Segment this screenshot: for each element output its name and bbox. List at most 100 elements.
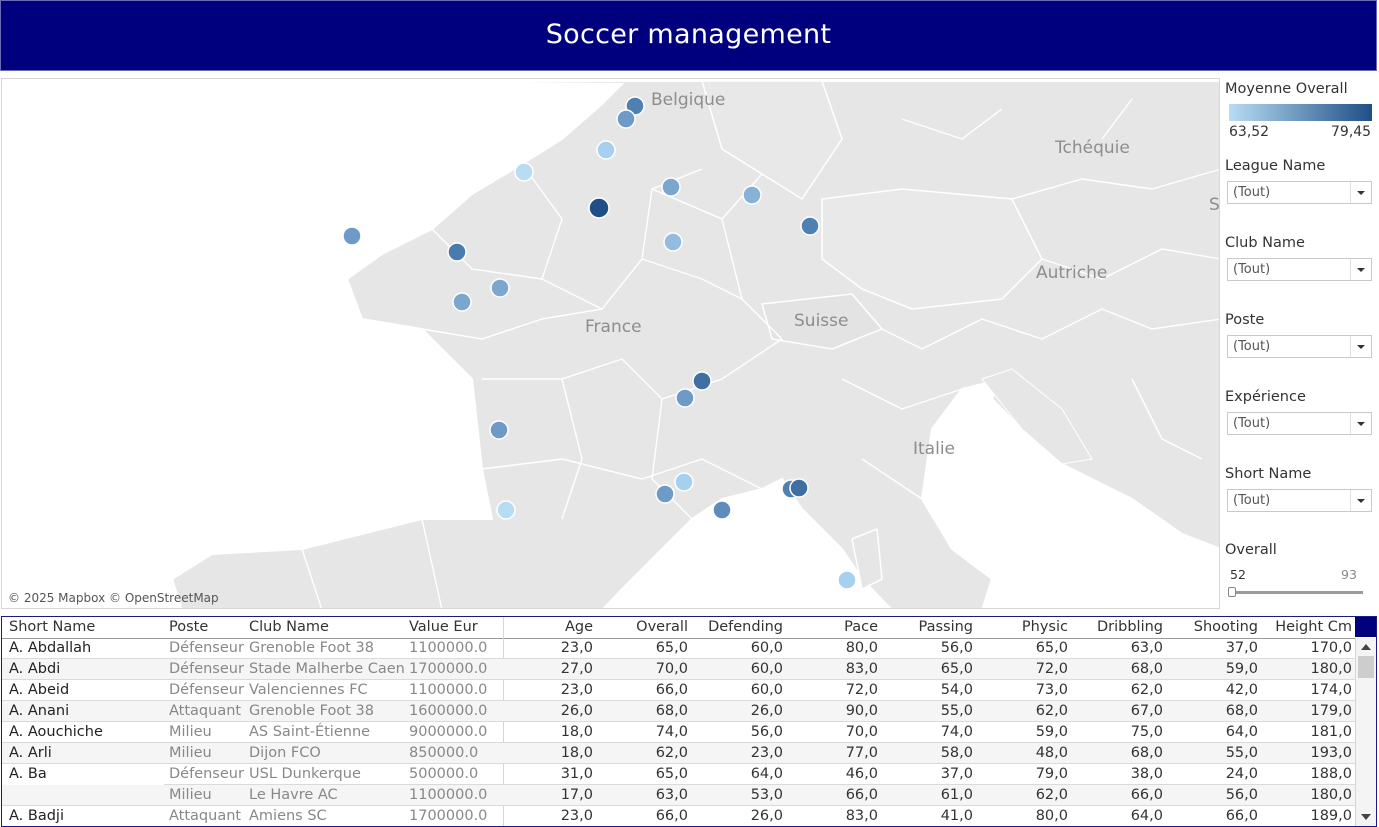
cell-stat: 83,0 xyxy=(845,808,878,824)
overall-slider-handle[interactable] xyxy=(1228,587,1236,597)
league-name-dropdown[interactable]: (Tout) xyxy=(1227,181,1372,204)
scrollbar-thumb[interactable] xyxy=(1358,656,1374,678)
table-row[interactable]: A. Badji Attaquant Amiens SC 1700000.0 23,0 6… xyxy=(2,806,1356,826)
table-row[interactable]: A. Aouchiche Milieu AS Saint-Étienne 900000… xyxy=(2,722,1356,743)
cell-stat: 62,0 xyxy=(655,745,688,761)
row-divider xyxy=(2,763,1356,764)
cell-stat: 56,0 xyxy=(750,724,783,740)
cell-stat: 64,0 xyxy=(1225,724,1258,740)
cell-value-eur: 850000.0 xyxy=(409,745,479,761)
club-map[interactable]: Belgique Tchéquie S Autriche France Suis… xyxy=(1,78,1220,609)
cell-stat: 37,0 xyxy=(940,766,973,782)
column-header[interactable]: Overall xyxy=(636,619,688,635)
column-header[interactable]: Poste xyxy=(169,619,209,635)
column-header[interactable]: Short Name xyxy=(9,619,96,635)
cell-stat: 38,0 xyxy=(1130,766,1163,782)
column-header[interactable]: Height Cm xyxy=(1275,619,1352,635)
cell-poste: Milieu xyxy=(169,745,212,761)
cell-stat: 74,0 xyxy=(655,724,688,740)
column-header[interactable]: Value Eur xyxy=(409,619,478,635)
chevron-down-icon[interactable] xyxy=(1350,490,1371,511)
legend-title: Moyenne Overall xyxy=(1225,81,1348,97)
column-header[interactable]: Age xyxy=(564,619,593,635)
cell-stat: 54,0 xyxy=(940,682,973,698)
table-row[interactable]: A. Abdi Défenseur Stade Malherbe Caen 17000… xyxy=(2,659,1356,680)
cell-stat: 66,0 xyxy=(845,787,878,803)
cell-stat: 65,0 xyxy=(1035,640,1068,656)
scroll-down-icon[interactable] xyxy=(1361,814,1371,820)
column-header[interactable]: Shooting xyxy=(1193,619,1258,635)
chevron-down-icon[interactable] xyxy=(1350,182,1371,203)
cell-stat: 79,0 xyxy=(1035,766,1068,782)
club-marker xyxy=(837,570,857,590)
cell-club-name: Grenoble Foot 38 xyxy=(249,703,374,719)
filter-title-overall: Overall xyxy=(1225,542,1277,558)
cell-stat: 18,0 xyxy=(560,724,593,740)
cell-stat: 70,0 xyxy=(845,724,878,740)
cell-club-name: Valenciennes FC xyxy=(249,682,368,698)
cell-stat: 72,0 xyxy=(845,682,878,698)
table-row[interactable]: A. Arli Milieu Dijon FCO 850000.0 18,0 62,0 23… xyxy=(2,743,1356,764)
club-marker xyxy=(447,242,467,262)
cell-stat: 63,0 xyxy=(655,787,688,803)
club-name-dropdown[interactable]: (Tout) xyxy=(1227,258,1372,281)
chevron-down-icon[interactable] xyxy=(1350,259,1371,280)
experience-dropdown[interactable]: (Tout) xyxy=(1227,412,1372,435)
club-marker xyxy=(661,177,681,197)
cell-stat: 72,0 xyxy=(1035,661,1068,677)
cell-stat: 68,0 xyxy=(1130,661,1163,677)
chevron-down-icon[interactable] xyxy=(1350,413,1371,434)
cell-stat: 59,0 xyxy=(1225,661,1258,677)
cell-stat: 74,0 xyxy=(940,724,973,740)
players-table: Short Name Poste Club Name Value Eur Age Over… xyxy=(1,616,1377,827)
chevron-down-icon[interactable] xyxy=(1350,336,1371,357)
dashboard-header: Soccer management xyxy=(0,0,1377,71)
club-marker xyxy=(596,140,616,160)
table-row[interactable]: A. Ba Défenseur USL Dunkerque 500000.0 31,0 6… xyxy=(2,764,1356,785)
cell-poste: Défenseur xyxy=(169,766,244,782)
cell-poste: Attaquant xyxy=(169,703,242,719)
cell-stat: 67,0 xyxy=(1130,703,1163,719)
cell-stat: 60,0 xyxy=(750,661,783,677)
club-marker xyxy=(655,484,675,504)
column-header[interactable]: Dribbling xyxy=(1096,619,1163,635)
cell-stat: 37,0 xyxy=(1225,640,1258,656)
map-attribution[interactable]: © 2025 Mapbox © OpenStreetMap xyxy=(8,591,219,605)
table-row[interactable]: Milieu Le Havre AC 1100000.0 17,0 63,0 53,0 66… xyxy=(2,785,1356,806)
cell-stat: 180,0 xyxy=(1310,787,1352,803)
poste-dropdown[interactable]: (Tout) xyxy=(1227,335,1372,358)
cell-poste: Milieu xyxy=(169,787,212,803)
cell-stat: 62,0 xyxy=(1130,682,1163,698)
cell-stat: 59,0 xyxy=(1035,724,1068,740)
overall-slider-track[interactable] xyxy=(1232,591,1363,594)
table-row[interactable]: A. Anani Attaquant Grenoble Foot 38 1600000… xyxy=(2,701,1356,722)
club-marker xyxy=(452,292,472,312)
cell-poste: Milieu xyxy=(169,724,212,740)
club-marker xyxy=(789,478,809,498)
row-divider xyxy=(2,700,1356,701)
table-row[interactable]: A. Abdallah Défenseur Grenoble Foot 38 1100… xyxy=(2,638,1356,659)
experience-value: (Tout) xyxy=(1233,416,1271,431)
column-header[interactable]: Passing xyxy=(918,619,973,635)
table-scrollbar[interactable] xyxy=(1355,638,1376,826)
cell-club-name: Amiens SC xyxy=(249,808,327,824)
row-divider xyxy=(2,742,1356,743)
filter-title-short-name: Short Name xyxy=(1225,466,1312,482)
cell-poste: Défenseur xyxy=(169,661,244,677)
cell-stat: 180,0 xyxy=(1310,661,1352,677)
short-name-dropdown[interactable]: (Tout) xyxy=(1227,489,1372,512)
dashboard-title: Soccer management xyxy=(545,19,832,50)
column-header[interactable]: Pace xyxy=(844,619,878,635)
club-name-value: (Tout) xyxy=(1233,262,1271,277)
column-header[interactable]: Physic xyxy=(1021,619,1068,635)
cell-stat: 42,0 xyxy=(1225,682,1258,698)
overall-slider-min: 52 xyxy=(1230,567,1246,582)
cell-short-name: A. Aouchiche xyxy=(9,724,103,740)
table-row[interactable]: A. Abeid Défenseur Valenciennes FC 1100000.… xyxy=(2,680,1356,701)
row-divider xyxy=(2,679,1356,680)
cell-value-eur: 500000.0 xyxy=(409,766,479,782)
scroll-up-icon[interactable] xyxy=(1361,644,1371,650)
cell-stat: 68,0 xyxy=(655,703,688,719)
column-header[interactable]: Defending xyxy=(708,619,783,635)
column-header[interactable]: Club Name xyxy=(249,619,329,635)
